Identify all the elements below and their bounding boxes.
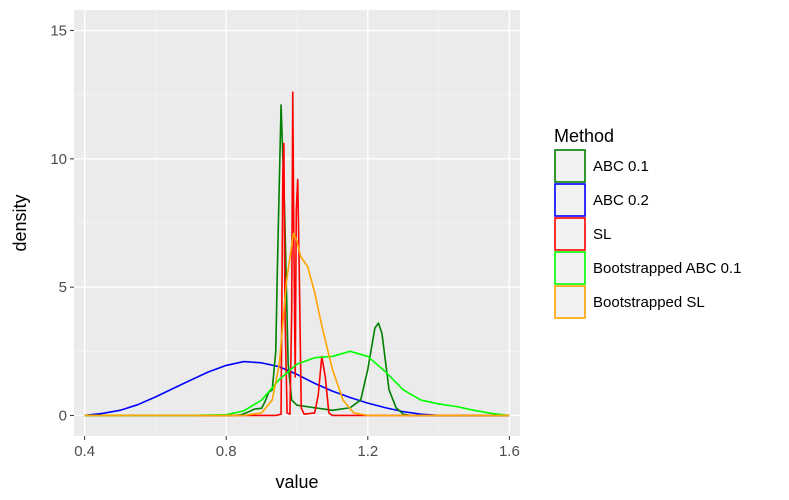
- series-line-bootstrapped-abc-0-1: [84, 350, 510, 417]
- legend-key: [554, 251, 586, 285]
- y-tick-label: 0: [59, 407, 67, 424]
- legend-key: [554, 217, 586, 251]
- series-line-bootstrapped-sl: [84, 232, 510, 417]
- y-tick-label: 10: [50, 151, 67, 168]
- series-line-abc-0-1: [84, 104, 510, 417]
- x-tick-label: 1.6: [499, 443, 520, 460]
- y-tick-label: 15: [50, 23, 67, 40]
- x-axis-title: value: [275, 472, 318, 492]
- series-line-sl: [84, 91, 510, 417]
- legend-label: SL: [593, 226, 611, 243]
- legend: Method ABC 0.1 ABC 0.2 SL Bootstrapped ABC …: [554, 126, 741, 319]
- legend-label: Bootstrapped ABC 0.1: [593, 260, 741, 277]
- legend-key: [554, 183, 586, 217]
- x-tick-label: 0.4: [74, 443, 95, 460]
- y-axis-title: density: [10, 194, 30, 251]
- x-tick-label: 1.2: [357, 443, 378, 460]
- series-lines: [84, 91, 510, 417]
- y-axis: 0 5 10 15: [50, 23, 74, 424]
- y-tick-label: 5: [59, 279, 67, 296]
- x-tick-label: 0.8: [216, 443, 237, 460]
- legend-label: Bootstrapped SL: [593, 294, 705, 311]
- legend-title: Method: [554, 126, 614, 146]
- legend-label: ABC 0.1: [593, 158, 649, 175]
- legend-label: ABC 0.2: [593, 192, 649, 209]
- legend-key: [554, 285, 586, 319]
- legend-key: [554, 149, 586, 183]
- x-axis: 0.4 0.8 1.2 1.6: [74, 436, 520, 460]
